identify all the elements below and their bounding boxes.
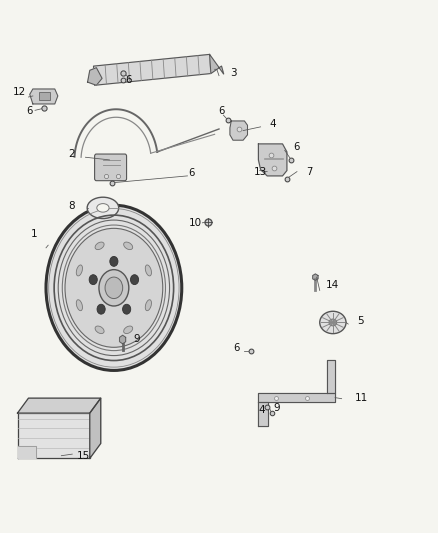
Polygon shape — [30, 89, 58, 104]
Ellipse shape — [76, 300, 82, 311]
Text: 13: 13 — [254, 167, 267, 177]
Circle shape — [99, 270, 129, 306]
Text: 6: 6 — [188, 168, 195, 178]
Ellipse shape — [145, 300, 152, 311]
Text: 8: 8 — [68, 201, 74, 211]
Text: 6: 6 — [218, 106, 225, 116]
Text: 3: 3 — [230, 68, 237, 78]
Ellipse shape — [97, 204, 109, 212]
Text: 15: 15 — [77, 451, 90, 462]
Polygon shape — [88, 68, 102, 85]
Polygon shape — [18, 398, 101, 413]
Text: 7: 7 — [307, 167, 313, 177]
Circle shape — [123, 304, 131, 314]
Text: 11: 11 — [355, 393, 368, 403]
Polygon shape — [120, 335, 126, 344]
Ellipse shape — [87, 197, 119, 219]
Circle shape — [89, 274, 97, 285]
Circle shape — [110, 256, 118, 266]
Text: 6: 6 — [233, 343, 240, 353]
Text: 12: 12 — [13, 87, 26, 97]
FancyBboxPatch shape — [39, 92, 50, 100]
Circle shape — [105, 277, 123, 298]
Polygon shape — [18, 446, 35, 458]
Text: 4: 4 — [258, 405, 265, 415]
Polygon shape — [313, 274, 318, 280]
Polygon shape — [258, 144, 287, 176]
Polygon shape — [94, 54, 211, 85]
Ellipse shape — [95, 242, 104, 249]
Text: 1: 1 — [31, 229, 37, 239]
Text: 5: 5 — [357, 316, 364, 326]
Text: 4: 4 — [269, 119, 276, 129]
Text: 2: 2 — [68, 149, 74, 159]
Text: 6: 6 — [125, 75, 131, 85]
Circle shape — [131, 274, 138, 285]
Circle shape — [46, 205, 182, 370]
Polygon shape — [258, 393, 335, 402]
Text: 6: 6 — [26, 106, 33, 116]
Ellipse shape — [124, 242, 133, 249]
Ellipse shape — [124, 326, 133, 334]
Circle shape — [65, 228, 163, 348]
Polygon shape — [327, 360, 335, 393]
Ellipse shape — [95, 326, 104, 334]
Polygon shape — [18, 413, 90, 458]
Polygon shape — [90, 398, 101, 458]
Circle shape — [97, 304, 105, 314]
Text: 10: 10 — [188, 218, 201, 228]
Text: 9: 9 — [134, 334, 140, 344]
Polygon shape — [230, 121, 247, 140]
Text: 9: 9 — [274, 403, 280, 414]
Polygon shape — [258, 402, 268, 426]
Polygon shape — [210, 54, 224, 74]
Text: 6: 6 — [293, 142, 300, 152]
Text: 14: 14 — [326, 280, 339, 290]
Ellipse shape — [329, 319, 337, 326]
Ellipse shape — [76, 265, 82, 276]
Ellipse shape — [145, 265, 152, 276]
FancyBboxPatch shape — [95, 154, 127, 181]
Ellipse shape — [320, 311, 346, 334]
